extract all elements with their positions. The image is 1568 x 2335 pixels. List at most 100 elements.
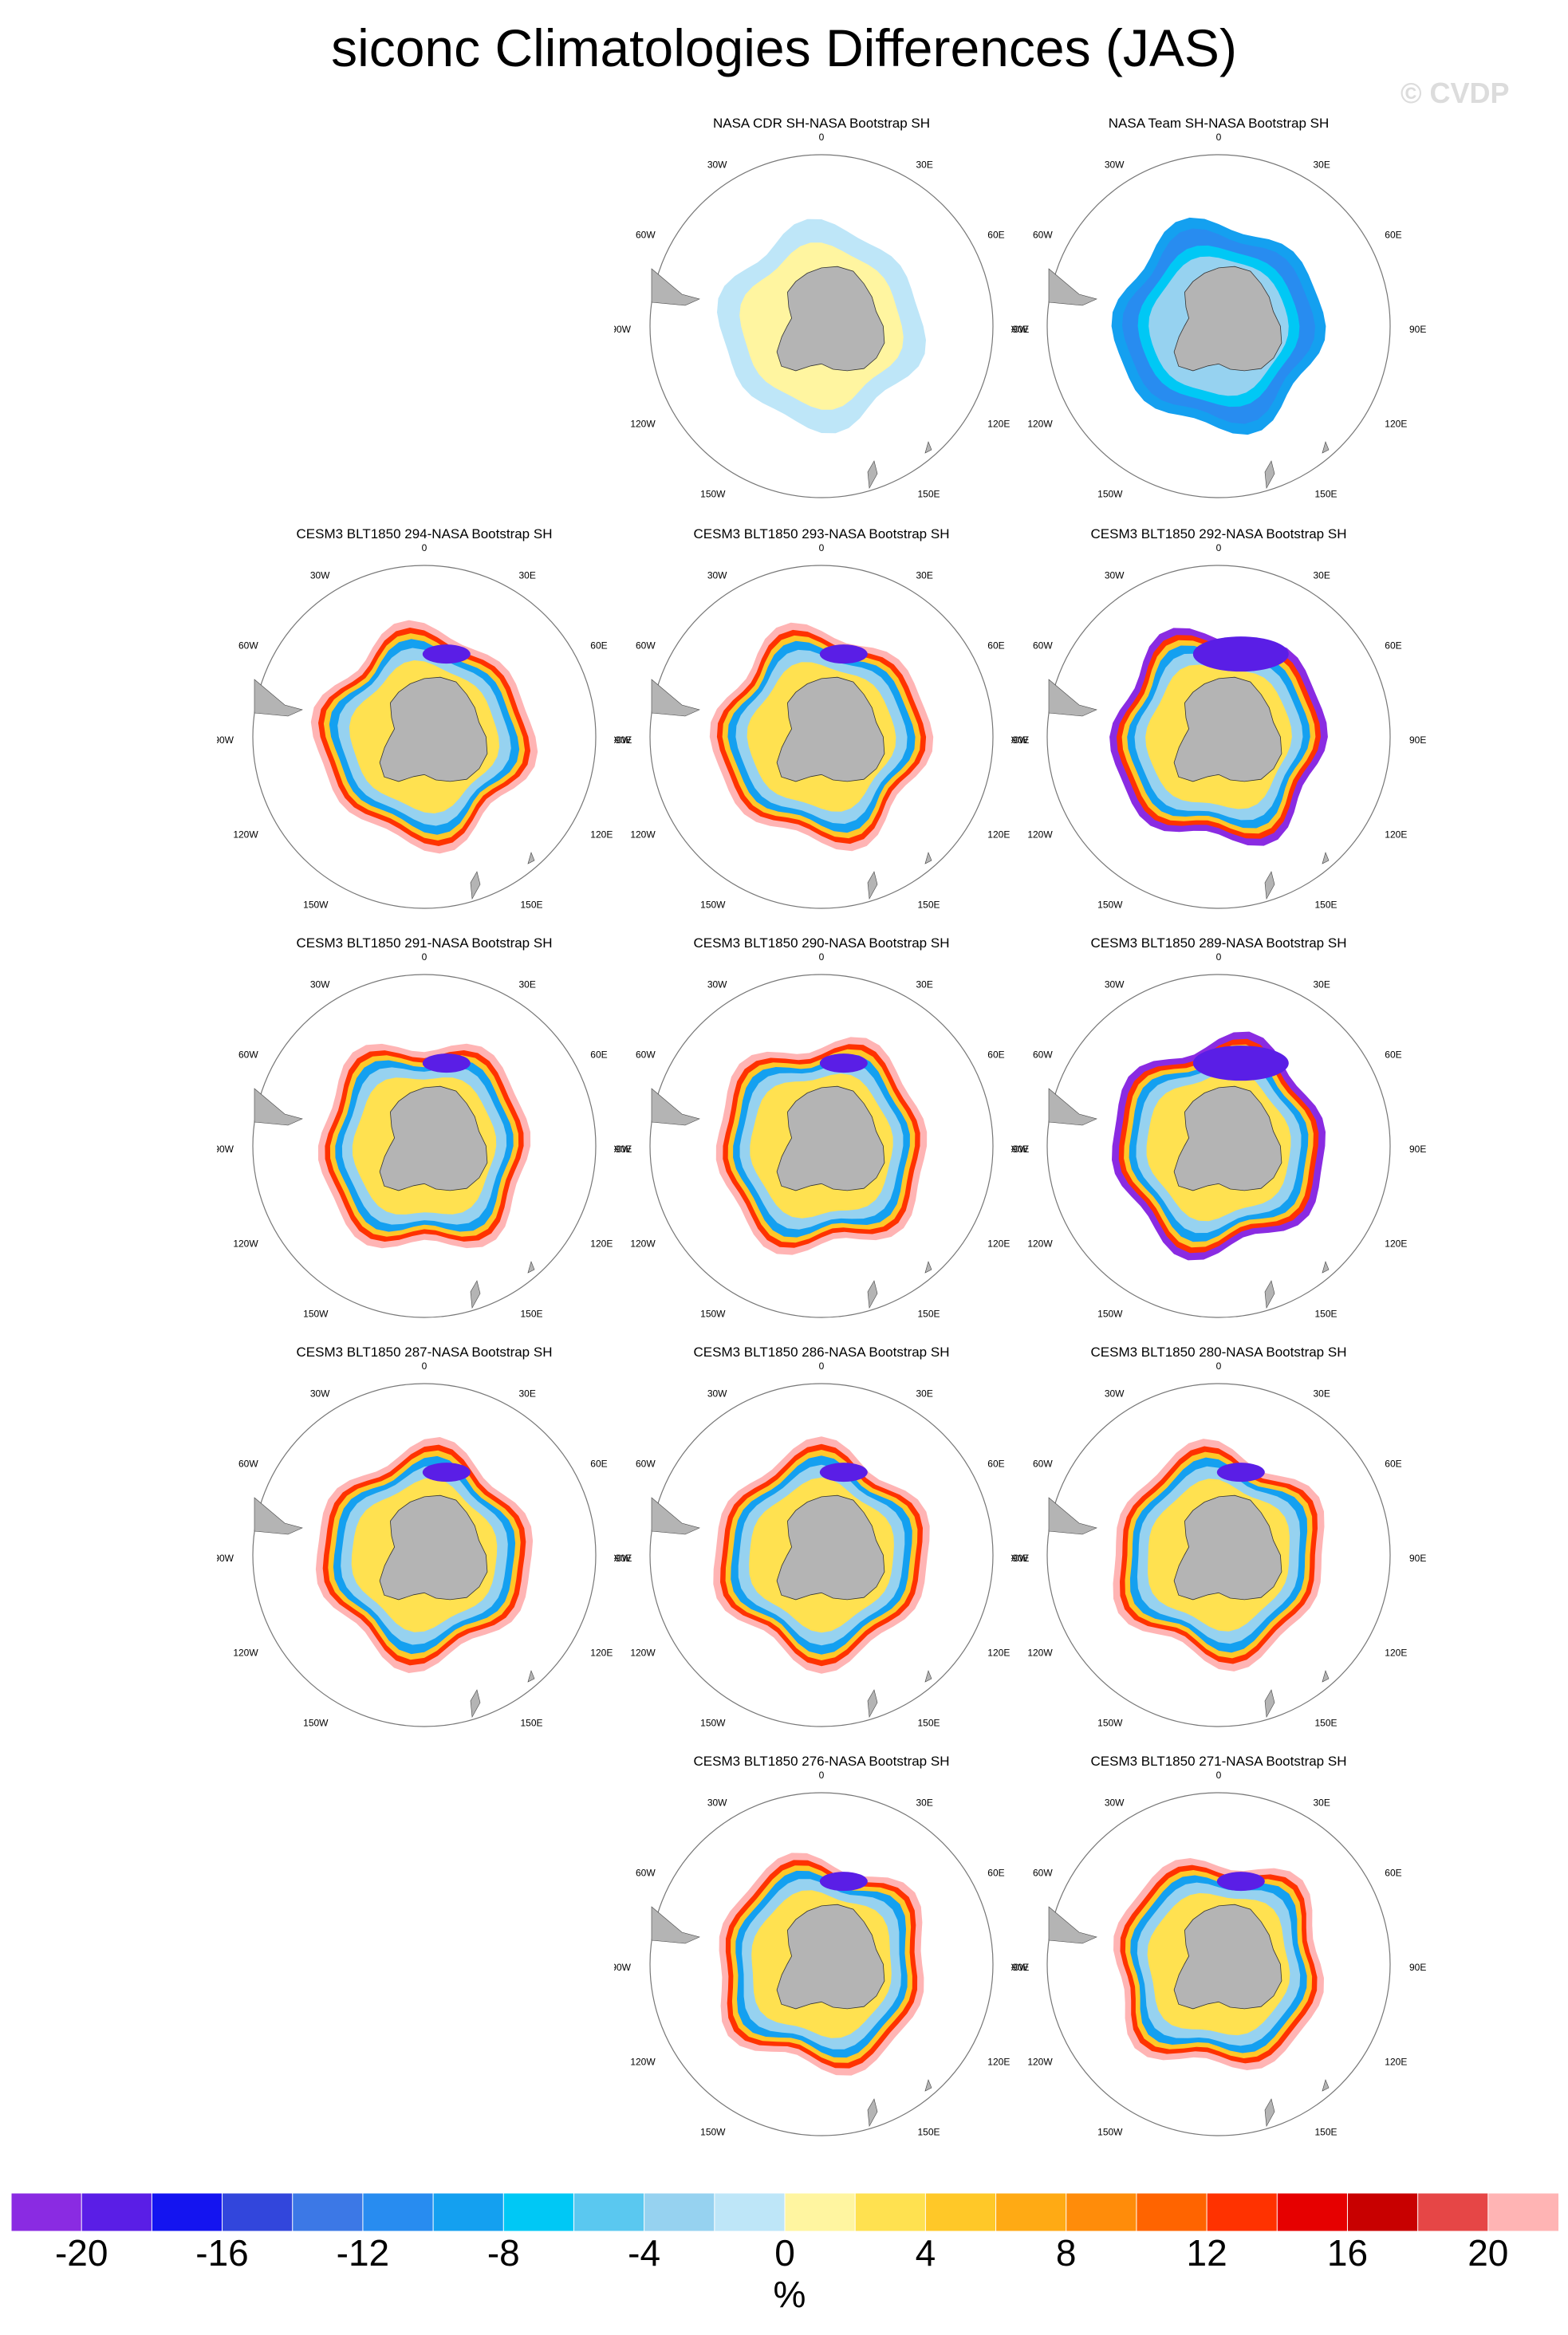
longitude-label: 0 — [1216, 951, 1222, 963]
longitude-label: 90W — [217, 1553, 234, 1564]
south-america-land — [1048, 268, 1097, 306]
colorbar-swatch — [995, 2193, 1067, 2231]
new-zealand-land — [470, 1280, 481, 1309]
longitude-label: 0 — [819, 542, 825, 553]
panel-title: CESM3 BLT1850 293-NASA Bootstrap SH — [693, 526, 950, 541]
longitude-label: 60E — [1385, 1868, 1401, 1879]
longitude-label: 120W — [233, 1648, 258, 1659]
ice-diff-negative-blob — [819, 1872, 868, 1892]
longitude-label: 120E — [987, 1238, 1010, 1250]
longitude-label: 60W — [238, 1049, 258, 1061]
longitude-label: 60W — [1033, 1049, 1053, 1061]
longitude-label: 30E — [519, 1388, 536, 1400]
colorbar-swatch — [784, 2193, 857, 2231]
longitude-label: 60E — [987, 230, 1004, 241]
ice-diff-negative-blob — [1192, 1045, 1289, 1081]
longitude-label: 150E — [918, 2126, 940, 2137]
longitude-label: 0 — [422, 542, 427, 553]
longitude-label: 150E — [918, 1717, 940, 1728]
ice-diff-negative-blob — [819, 1463, 868, 1483]
longitude-label: 90W — [614, 324, 632, 335]
antarctica-land — [776, 1904, 885, 2010]
colorbar-swatch — [1346, 2193, 1419, 2231]
longitude-label: 0 — [1216, 132, 1222, 143]
polar-map: 030E60E90E120E150E180150W120W90W60W30W — [614, 1770, 1029, 2137]
longitude-label: 30W — [310, 1388, 330, 1400]
longitude-label: 150W — [1097, 2126, 1123, 2137]
ice-diff-negative-blob — [819, 644, 868, 664]
longitude-label: 30W — [1105, 570, 1125, 581]
south-america-land — [651, 268, 700, 306]
south-america-land — [651, 1497, 700, 1535]
colorbar-tick-label: 20 — [1468, 2232, 1509, 2274]
colorbar-swatch — [11, 2193, 83, 2231]
polar-map: 030E60E90E120E150E180150W120W90W60W30W — [1011, 132, 1426, 499]
colorbar-tick-label: 8 — [1055, 2232, 1077, 2274]
panel-title: CESM3 BLT1850 294-NASA Bootstrap SH — [296, 526, 553, 541]
polar-map: 030E60E90E120E150E180150W120W90W60W30W — [1011, 951, 1426, 1319]
longitude-label: 150E — [1315, 2126, 1338, 2137]
tasmania-land — [924, 2079, 932, 2092]
longitude-label: 90W — [614, 1553, 632, 1564]
longitude-label: 90E — [1409, 324, 1426, 335]
colorbar-swatch — [573, 2193, 645, 2231]
longitude-label: 120E — [1385, 419, 1407, 430]
map-panel: CESM3 BLT1850 287-NASA Bootstrap SH 0 30E 6… — [217, 1345, 632, 1743]
tasmania-land — [924, 852, 932, 864]
longitude-label: 0 — [819, 951, 825, 963]
south-america-land — [254, 1088, 303, 1126]
longitude-label: 60E — [1385, 640, 1401, 652]
longitude-label: 30W — [310, 570, 330, 581]
longitude-label: 150E — [521, 1308, 543, 1319]
longitude-label: 60E — [1385, 1049, 1401, 1061]
longitude-label: 90W — [614, 1962, 632, 1973]
panel-title: CESM3 BLT1850 289-NASA Bootstrap SH — [1090, 935, 1347, 951]
antarctica-land — [1173, 1904, 1282, 2010]
antarctica-land — [776, 676, 885, 782]
longitude-label: 30W — [1105, 159, 1125, 171]
south-america-land — [1048, 1497, 1097, 1535]
colorbar-swatch — [1487, 2193, 1558, 2231]
longitude-label: 120E — [590, 829, 613, 841]
longitude-label: 0 — [1216, 1360, 1222, 1372]
longitude-label: 120W — [630, 1238, 656, 1250]
longitude-label: 30W — [707, 1388, 727, 1400]
panel-title: CESM3 BLT1850 286-NASA Bootstrap SH — [693, 1345, 950, 1360]
longitude-label: 90E — [615, 734, 632, 746]
longitude-label: 90W — [217, 734, 234, 746]
antarctica-land — [776, 1494, 885, 1601]
longitude-label: 90E — [1012, 734, 1029, 746]
ice-diff-negative-blob — [819, 1053, 868, 1073]
colorbar-tick-label: 4 — [915, 2232, 936, 2274]
longitude-label: 30E — [519, 979, 536, 990]
longitude-label: 120W — [1027, 1648, 1053, 1659]
tasmania-land — [924, 1670, 932, 1683]
longitude-label: 90E — [1012, 324, 1029, 335]
longitude-label: 150W — [1097, 1308, 1123, 1319]
longitude-label: 30E — [519, 570, 536, 581]
polar-map: 030E60E90E120E150E180150W120W90W60W30W — [614, 542, 1029, 910]
polar-map: 030E60E90E120E150E180150W120W90W60W30W — [1011, 1770, 1426, 2137]
longitude-label: 120W — [233, 1238, 258, 1250]
longitude-label: 60W — [1033, 1868, 1053, 1879]
longitude-label: 30E — [916, 1798, 933, 1809]
longitude-label: 150E — [521, 899, 543, 910]
longitude-label: 90W — [217, 1144, 234, 1155]
ice-diff-negative-blob — [1192, 636, 1289, 672]
cvdp-watermark: © CVDP — [1401, 77, 1510, 109]
colorbar-swatch — [924, 2193, 997, 2231]
tasmania-land — [924, 1261, 932, 1274]
tasmania-land — [1322, 1261, 1330, 1274]
ice-diff-negative-blob — [422, 1463, 471, 1483]
longitude-label: 90W — [1011, 1962, 1029, 1973]
longitude-label: 30W — [707, 979, 727, 990]
ice-diff-negative-blob — [422, 644, 471, 664]
new-zealand-land — [470, 1689, 481, 1718]
longitude-label: 150E — [918, 899, 940, 910]
antarctica-land — [1173, 1494, 1282, 1601]
south-america-land — [1048, 1088, 1097, 1126]
longitude-label: 60W — [238, 640, 258, 652]
longitude-label: 0 — [1216, 542, 1222, 553]
longitude-label: 30E — [1314, 979, 1330, 990]
panel-title: CESM3 BLT1850 280-NASA Bootstrap SH — [1090, 1345, 1347, 1360]
